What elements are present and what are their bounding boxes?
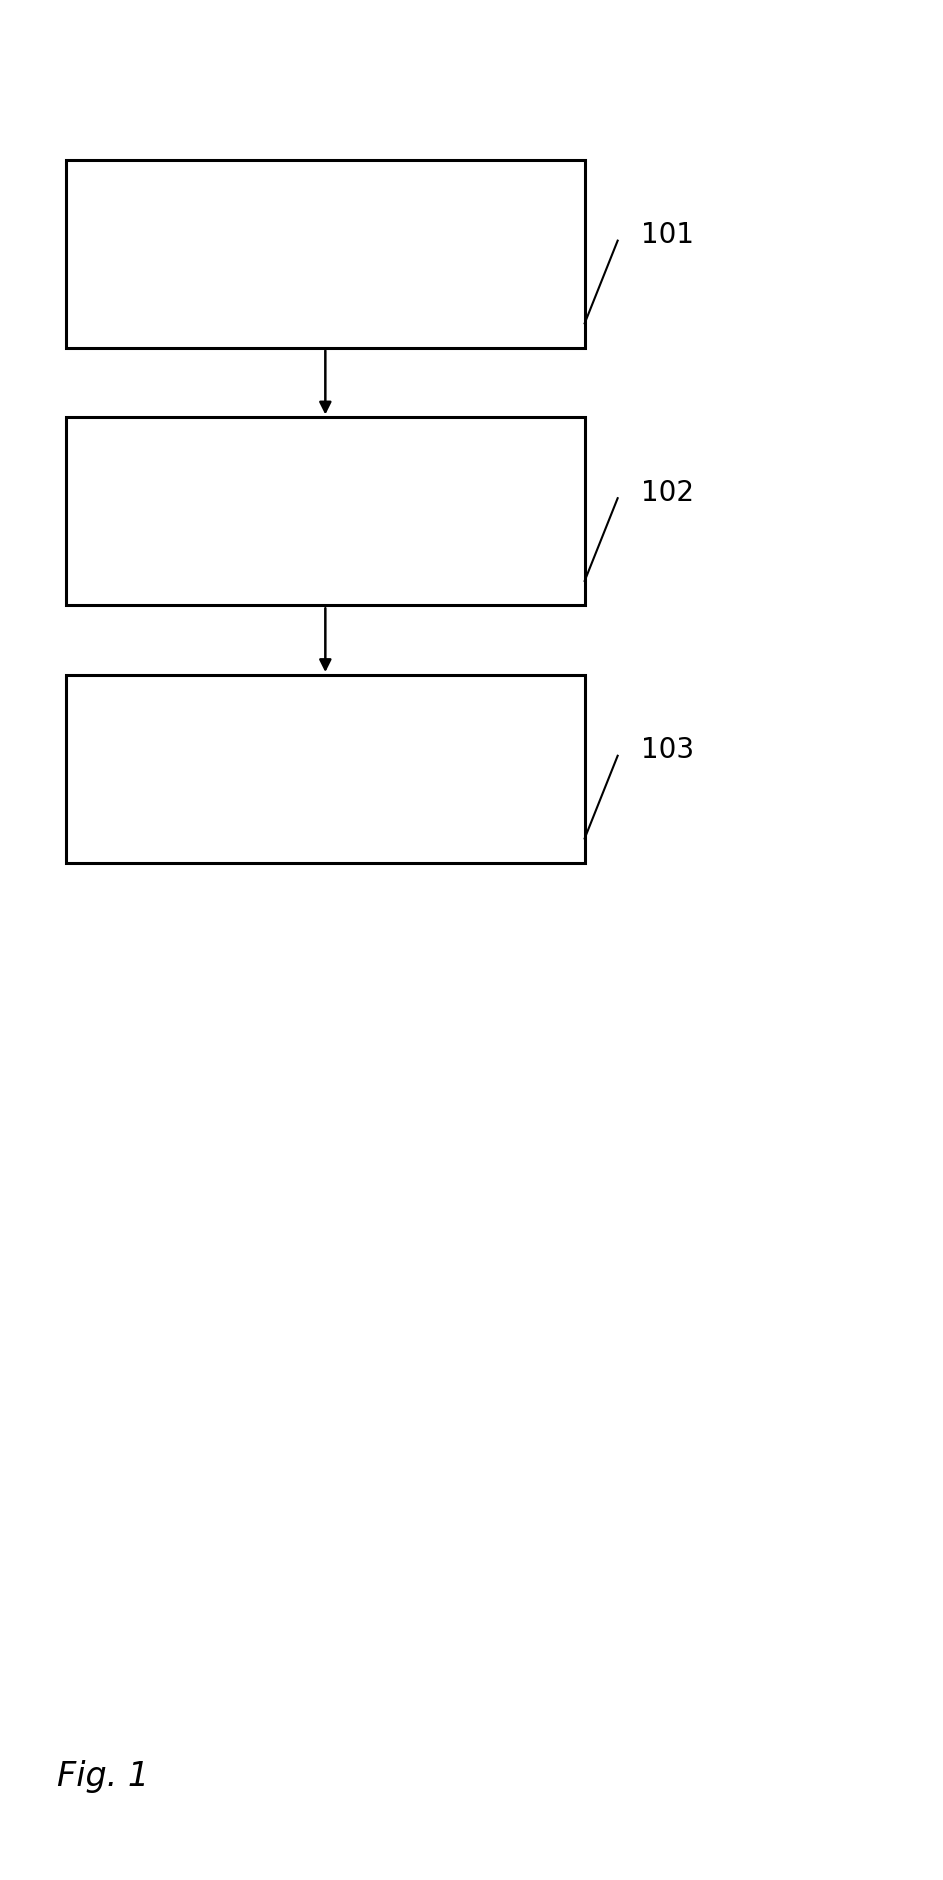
Text: Fig. 1: Fig. 1 [57, 1760, 149, 1794]
Text: 101: 101 [641, 222, 694, 248]
Bar [66, 417, 585, 605]
Text: 102: 102 [641, 479, 694, 506]
Bar [66, 675, 585, 863]
Bar [66, 160, 585, 348]
Text: 103: 103 [641, 737, 694, 763]
